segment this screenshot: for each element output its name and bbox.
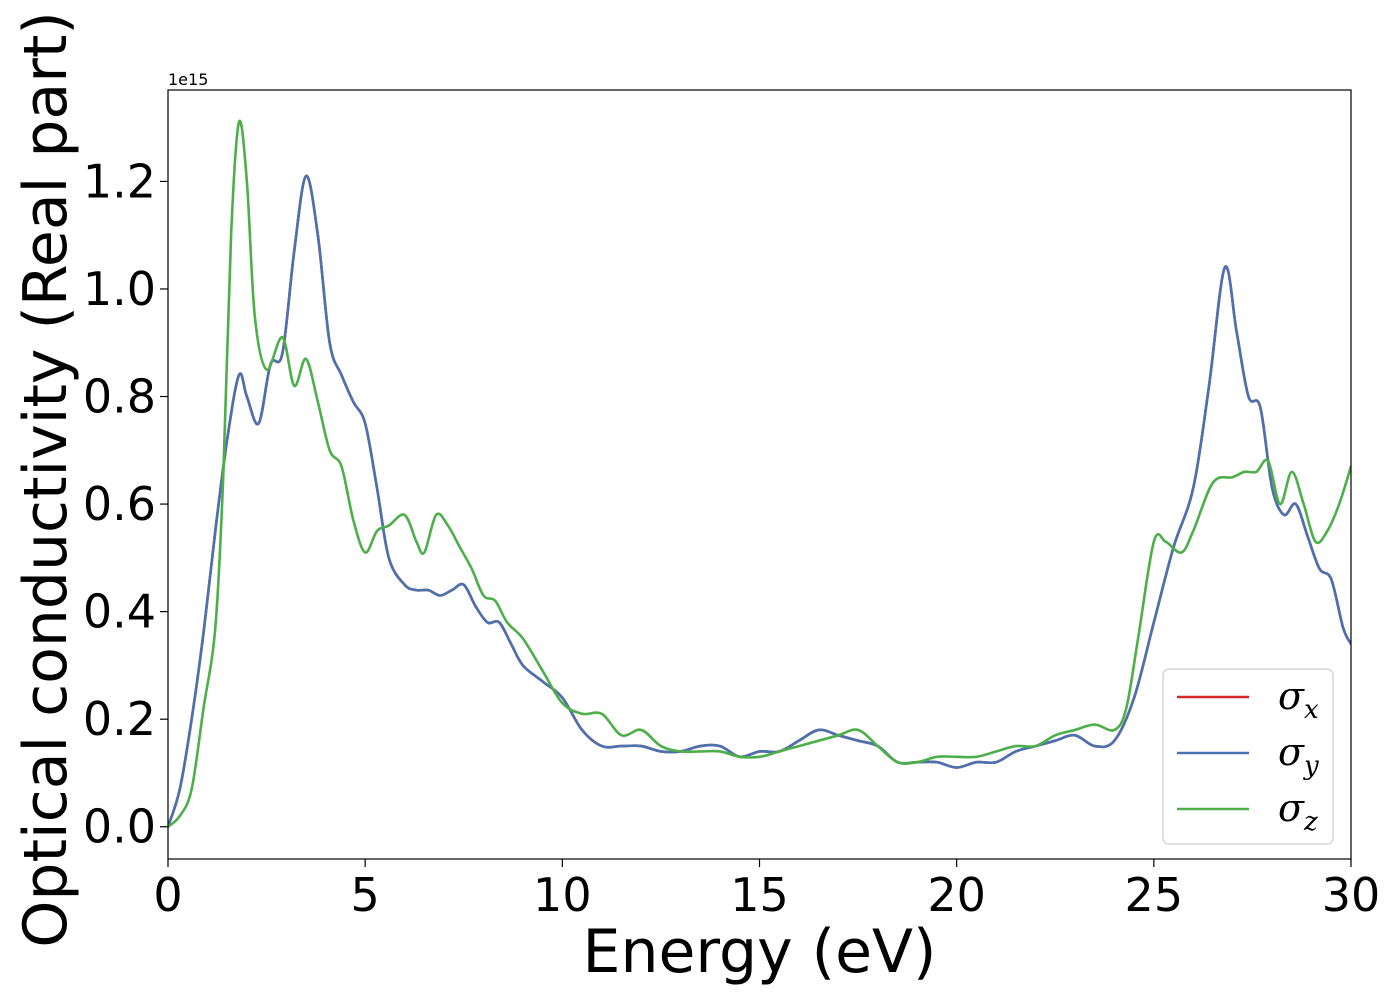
legend-subscript: z <box>1303 807 1318 837</box>
y-tick-label: 0.8 <box>83 370 156 424</box>
x-tick-label: 0 <box>153 868 182 922</box>
x-tick-label: 25 <box>1125 868 1184 922</box>
series-layer <box>168 119 1351 829</box>
x-axis-title: Energy (eV) <box>583 917 937 987</box>
legend-label-y: σy <box>1278 730 1319 781</box>
y-tick-label: 0.4 <box>83 585 156 639</box>
legend-symbol: σ <box>1278 786 1305 830</box>
y-axis: 0.0 0.2 0.4 0.6 0.8 1.0 1.2 <box>83 154 168 854</box>
y-tick-label: 1.0 <box>83 262 156 316</box>
legend-subscript: x <box>1304 695 1319 725</box>
x-tick-label: 15 <box>730 868 789 922</box>
y-tick-label: 0.6 <box>83 477 156 531</box>
legend-symbol: σ <box>1278 730 1305 774</box>
x-tick-label: 10 <box>533 868 592 922</box>
x-tick-label: 5 <box>351 868 380 922</box>
legend-label-z: σz <box>1278 786 1318 837</box>
x-tick-label: 20 <box>927 868 986 922</box>
y-tick-label: 1.2 <box>83 154 156 208</box>
legend-label-x: σx <box>1278 674 1319 725</box>
x-axis: 0 5 10 15 20 25 30 <box>153 859 1380 922</box>
y-axis-title: Optical conductivity (Real part) <box>11 11 81 948</box>
x-tick-label: 30 <box>1322 868 1381 922</box>
y-tick-label: 0.0 <box>83 800 156 854</box>
legend-box <box>1162 668 1334 845</box>
legend-subscript: y <box>1303 751 1319 781</box>
legend-symbol: σ <box>1278 674 1305 718</box>
y-offset-text: 1e15 <box>168 70 208 89</box>
y-tick-label: 0.2 <box>83 692 156 746</box>
series-line-z <box>168 119 1351 829</box>
